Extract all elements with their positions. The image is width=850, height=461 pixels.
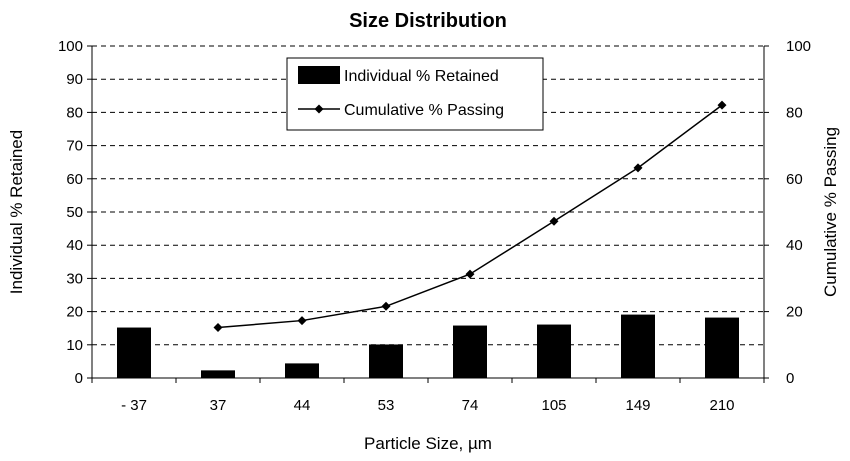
right-tick-label: 0 [786, 370, 794, 387]
bar [621, 315, 655, 378]
legend: Individual % Retained Cumulative % Passi… [287, 58, 543, 130]
left-tick-label: 90 [66, 71, 83, 88]
left-tick-label: 70 [66, 138, 83, 155]
bar [117, 328, 151, 378]
x-axis-label: Particle Size, µm [364, 434, 492, 453]
x-tick-label: 44 [294, 397, 311, 414]
left-tick-label: 60 [66, 171, 83, 188]
x-tick-label: 149 [625, 397, 650, 414]
x-tick-label: 53 [378, 397, 395, 414]
line-point [382, 302, 391, 311]
x-axis-ticks: - 37 37 44 53 74 105 149 210 [92, 378, 764, 414]
bar [453, 326, 487, 378]
bar [201, 370, 235, 378]
left-tick-label: 50 [66, 204, 83, 221]
line-point [298, 316, 307, 325]
left-tick-label: 100 [58, 38, 83, 55]
left-tick-label: 0 [75, 370, 83, 387]
bar [705, 318, 739, 378]
right-tick-label: 60 [786, 171, 803, 188]
right-tick-label: 80 [786, 104, 803, 121]
left-axis-label: Individual % Retained [7, 130, 26, 294]
left-tick-label: 20 [66, 304, 83, 321]
line-series [214, 101, 727, 332]
line-point [466, 270, 475, 279]
left-axis-ticks: 0 10 20 30 40 50 60 70 80 90 100 [58, 38, 92, 387]
legend-label-bars: Individual % Retained [344, 68, 499, 85]
right-tick-label: 20 [786, 304, 803, 321]
left-tick-label: 10 [66, 337, 83, 354]
left-tick-label: 40 [66, 237, 83, 254]
bar [285, 363, 319, 378]
x-tick-label: 210 [709, 397, 734, 414]
x-tick-label: 37 [210, 397, 227, 414]
legend-bar-swatch [298, 66, 340, 84]
line-point [550, 217, 559, 226]
right-tick-label: 40 [786, 237, 803, 254]
left-tick-label: 80 [66, 104, 83, 121]
cumulative-line [218, 105, 722, 327]
right-tick-label: 100 [786, 38, 811, 55]
legend-label-line: Cumulative % Passing [344, 102, 504, 119]
bar [369, 344, 403, 378]
chart-title: Size Distribution [349, 10, 507, 32]
x-tick-label: - 37 [121, 397, 147, 414]
bar [537, 325, 571, 378]
left-tick-label: 30 [66, 270, 83, 287]
x-tick-label: 74 [462, 397, 479, 414]
x-tick-label: 105 [541, 397, 566, 414]
right-axis-ticks: 0 20 40 60 80 100 [764, 38, 811, 387]
right-axis-label: Cumulative % Passing [821, 127, 840, 297]
bar-series [117, 315, 739, 378]
line-point [214, 323, 223, 332]
